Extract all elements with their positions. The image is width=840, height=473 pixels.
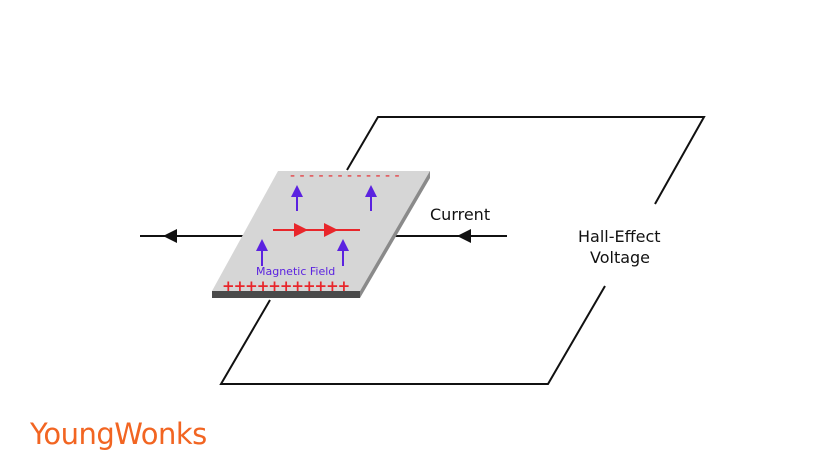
current-label: Current: [430, 205, 490, 224]
current-arrowhead-right: [457, 229, 471, 243]
plate-bottom-edge: [212, 291, 360, 298]
minus-charges: - - - - - - - - - - - -: [290, 168, 400, 184]
plus-charges: +++++++++++: [222, 277, 349, 295]
magnetic-field-arrow-3: [256, 239, 268, 266]
magnetic-field-arrow-2: [365, 185, 377, 211]
hall-voltage-label-line2: Voltage: [590, 248, 650, 267]
current-arrowhead-left: [163, 229, 177, 243]
magnetic-field-arrow-1: [291, 185, 303, 211]
carrier-arrowhead-1: [294, 223, 308, 237]
magnetic-field-arrow-4: [337, 239, 349, 266]
magnetic-field-label: Magnetic Field: [256, 265, 335, 278]
hall-voltage-loop: [346, 116, 706, 205]
hall-voltage-loop-lower: [219, 285, 606, 385]
carrier-arrowhead-2: [324, 223, 338, 237]
plate-side-face: [360, 171, 430, 298]
brand-logo: YoungWonks: [30, 417, 207, 451]
hall-voltage-label-line1: Hall-Effect: [578, 227, 661, 246]
